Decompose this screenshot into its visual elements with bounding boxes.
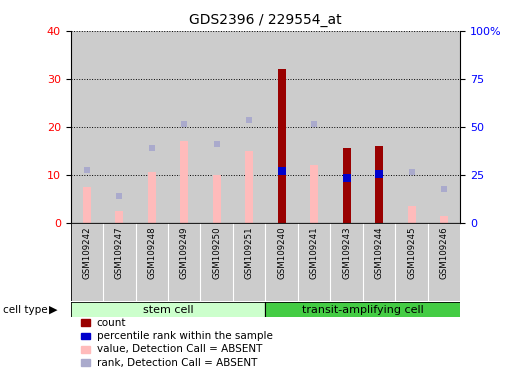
Bar bbox=[331, 223, 363, 301]
Bar bbox=[440, 215, 448, 223]
Bar bbox=[83, 187, 91, 223]
Bar bbox=[428, 223, 460, 301]
Bar bbox=[343, 148, 350, 223]
Text: GSM109244: GSM109244 bbox=[374, 227, 383, 279]
Bar bbox=[331, 31, 363, 223]
Bar bbox=[115, 211, 123, 223]
Bar bbox=[168, 223, 200, 301]
Bar bbox=[428, 31, 460, 223]
Text: GSM109241: GSM109241 bbox=[310, 227, 319, 279]
Text: GSM109249: GSM109249 bbox=[180, 227, 189, 279]
Bar bbox=[395, 31, 428, 223]
Bar bbox=[278, 69, 286, 223]
Bar bbox=[71, 31, 103, 223]
Bar bbox=[266, 31, 298, 223]
Bar bbox=[298, 31, 331, 223]
Text: stem cell: stem cell bbox=[143, 305, 194, 314]
Bar bbox=[298, 223, 331, 301]
Text: ▶: ▶ bbox=[49, 305, 57, 314]
Text: GSM109250: GSM109250 bbox=[212, 227, 221, 279]
Text: GSM109245: GSM109245 bbox=[407, 227, 416, 279]
Text: GSM109251: GSM109251 bbox=[245, 227, 254, 279]
Text: value, Detection Call = ABSENT: value, Detection Call = ABSENT bbox=[97, 344, 262, 354]
Bar bbox=[103, 223, 135, 301]
Bar bbox=[375, 146, 383, 223]
Bar bbox=[233, 31, 266, 223]
Bar bbox=[213, 175, 221, 223]
Text: transit-amplifying cell: transit-amplifying cell bbox=[302, 305, 424, 314]
Text: cell type: cell type bbox=[3, 305, 47, 314]
Text: GSM109243: GSM109243 bbox=[342, 227, 351, 279]
Bar bbox=[180, 141, 188, 223]
Bar bbox=[363, 31, 395, 223]
Text: rank, Detection Call = ABSENT: rank, Detection Call = ABSENT bbox=[97, 358, 257, 368]
Bar bbox=[407, 206, 416, 223]
Text: GSM109242: GSM109242 bbox=[82, 227, 92, 279]
Text: GSM109246: GSM109246 bbox=[439, 227, 449, 279]
Bar bbox=[245, 151, 253, 223]
Bar bbox=[168, 31, 200, 223]
Bar bbox=[266, 223, 298, 301]
Bar bbox=[200, 31, 233, 223]
Text: GSM109248: GSM109248 bbox=[147, 227, 156, 279]
Bar bbox=[310, 165, 318, 223]
Bar bbox=[148, 172, 156, 223]
Bar bbox=[363, 223, 395, 301]
Bar bbox=[135, 223, 168, 301]
Text: GDS2396 / 229554_at: GDS2396 / 229554_at bbox=[189, 13, 342, 27]
Bar bbox=[71, 223, 103, 301]
Bar bbox=[266, 302, 460, 317]
Text: percentile rank within the sample: percentile rank within the sample bbox=[97, 331, 272, 341]
Bar bbox=[103, 31, 135, 223]
Bar bbox=[200, 223, 233, 301]
Text: GSM109247: GSM109247 bbox=[115, 227, 124, 279]
Bar bbox=[395, 223, 428, 301]
Text: GSM109240: GSM109240 bbox=[277, 227, 286, 279]
Bar bbox=[71, 302, 266, 317]
Text: count: count bbox=[97, 318, 126, 328]
Bar bbox=[233, 223, 266, 301]
Bar bbox=[135, 31, 168, 223]
